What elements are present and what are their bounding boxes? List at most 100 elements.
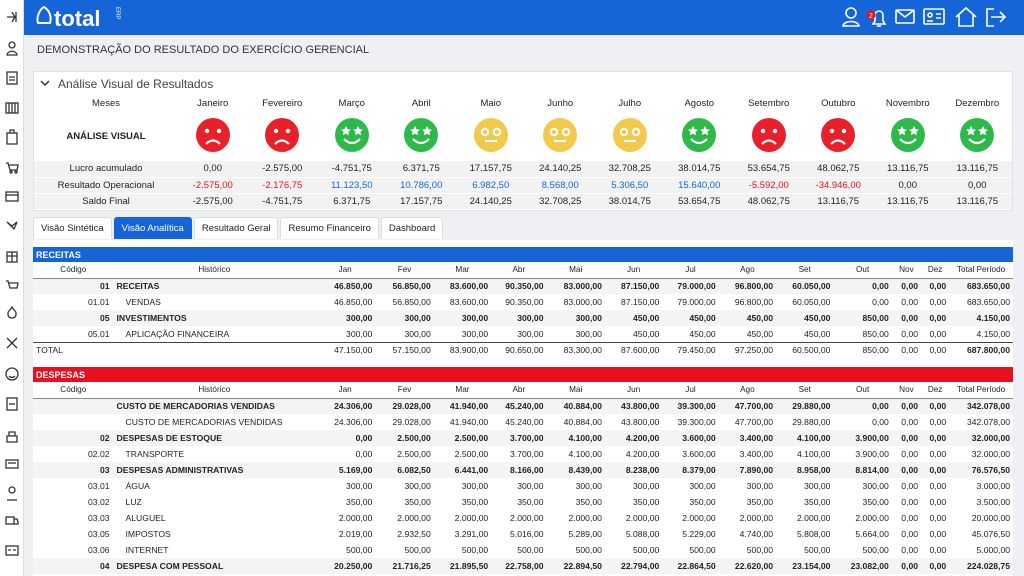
face-happy	[960, 117, 995, 152]
tab[interactable]: Resultado Geral	[193, 217, 279, 239]
amount: 0,00	[929, 417, 947, 427]
account-name: ÁGUA	[125, 481, 150, 491]
face-cell	[526, 111, 596, 161]
amount: 2.500,00	[397, 449, 431, 459]
tab[interactable]: Resumo Financeiro	[280, 217, 379, 239]
column-header: Jan	[314, 262, 376, 279]
amount: 500,00	[632, 545, 660, 555]
amount: 0,00	[901, 417, 919, 427]
face	[543, 117, 578, 152]
report-grid: RECEITAS Código Histórico Jan Fev Mar Abr Mai Ju…	[33, 240, 1013, 576]
row-value: 17.157,75	[456, 161, 526, 178]
tab[interactable]: Visão Sintética	[33, 217, 112, 239]
mouth	[898, 137, 917, 144]
column-header: Ago	[718, 262, 777, 279]
amount: 0,00	[929, 328, 947, 339]
amount: 5.000,00	[976, 545, 1010, 555]
row-value: 13.116,75	[803, 193, 873, 210]
face-sad	[751, 117, 786, 152]
sidebar-icons[interactable]	[5, 0, 19, 560]
column-header: Set	[776, 262, 834, 279]
amount: 0,00	[901, 297, 919, 307]
face-cell	[943, 111, 1013, 161]
total-amount: 60.500,00	[776, 341, 834, 358]
amount: 300,00	[314, 310, 376, 326]
code: 05	[33, 310, 114, 326]
account-row: 03.05 IMPOSTOS 2.019,00 2.932,50 3.291,00 5.0…	[33, 526, 1013, 542]
notification-badge	[866, 10, 876, 20]
amount: 0,00	[929, 449, 947, 459]
total-amount: 850,00	[833, 341, 892, 358]
amount: 83.600,00	[449, 297, 489, 307]
eye	[772, 128, 777, 133]
face	[890, 117, 925, 152]
account-name: ALUGUEL	[125, 513, 166, 523]
logo-icon	[36, 5, 52, 24]
face-cell	[178, 111, 248, 161]
amount: 46.850,00	[334, 297, 373, 307]
card-icon[interactable]	[923, 8, 945, 25]
amount: 4.200,00	[625, 449, 660, 459]
face-happy	[682, 117, 717, 152]
amount: 350,00	[575, 497, 602, 507]
row-value: -2.575,00	[247, 161, 317, 178]
amount: 0,00	[901, 513, 919, 523]
total-amount: 97.250,00	[718, 341, 777, 358]
face-sad	[195, 117, 230, 152]
account-row: 05.01 APLICAÇÃO FINANCEIRA 300,00 300,00 300…	[33, 326, 1013, 342]
row-value: 53.654,75	[734, 161, 804, 178]
page-title: DEMONSTRAÇÃO DO RESULTADO DO EXERCÍCIO G…	[37, 44, 370, 56]
amount: 39.300,00	[662, 398, 719, 414]
star-eye	[340, 125, 351, 135]
column-header: Mar	[433, 262, 492, 279]
amount: 45.240,00	[505, 417, 544, 427]
amount: 5.229,00	[682, 529, 716, 539]
amount: 300,00	[461, 328, 489, 339]
top-bar: total ERP 2	[24, 0, 1024, 35]
amount: 450,00	[604, 310, 663, 326]
logout-icon[interactable]	[986, 8, 1007, 27]
column-header: Código	[33, 382, 114, 399]
amount: 0,00	[901, 497, 919, 507]
amount: 96.800,00	[718, 278, 777, 294]
account-row: 01.01 VENDAS 46.850,00 56.850,00 83.600,00 90…	[33, 294, 1013, 310]
amount: 0,00	[901, 545, 919, 555]
mouth	[760, 138, 777, 145]
account-row: 03.02 LUZ 350,00 350,00 350,00 350,00 350,00 35…	[33, 494, 1013, 510]
home-icon[interactable]	[955, 6, 977, 27]
mail-icon[interactable]	[895, 9, 915, 24]
logo[interactable]: total	[54, 6, 100, 31]
amount: 60.050,00	[776, 278, 834, 294]
amount: 450,00	[804, 328, 831, 339]
amount: 4.200,00	[604, 430, 663, 446]
amount: 342.078,00	[966, 417, 1010, 427]
amount: 3.600,00	[682, 449, 716, 459]
amount: 3.291,00	[454, 529, 489, 539]
months-label: Meses	[92, 97, 120, 109]
amount: 0,00	[891, 278, 922, 294]
month: Fevereiro	[262, 97, 303, 109]
amount: 8.439,00	[546, 462, 605, 478]
code	[33, 398, 114, 414]
amount: 0,00	[314, 430, 376, 446]
amount: 350,00	[862, 497, 889, 507]
visual-row: ANÁLISE VISUAL	[34, 111, 1012, 161]
tab[interactable]: Dashboard	[380, 217, 444, 239]
column-header: Jun	[604, 382, 663, 399]
account-row: CUSTO DE MERCADORIAS VENDIDAS 24.306,00 29…	[33, 414, 1013, 430]
row-value: -2.575,00	[178, 177, 248, 194]
collapse-icon[interactable]	[40, 79, 50, 87]
amount: 2.000,00	[682, 513, 716, 523]
month: Junho	[547, 97, 574, 109]
amount: 83.600,00	[433, 278, 492, 294]
amount: 5.016,00	[510, 529, 544, 539]
tab[interactable]: Visão Analítica	[113, 217, 192, 239]
amount: 300,00	[461, 481, 489, 491]
user-icon[interactable]	[842, 7, 860, 27]
header-row: Código Histórico Jan Fev Mar Abr Mai Jun Jul Ago S…	[33, 262, 1013, 279]
star-eye	[410, 125, 421, 135]
month: Outubro	[821, 97, 856, 109]
column-header: Jan	[314, 382, 376, 399]
amount: 5.664,00	[855, 529, 889, 539]
amount: 350,00	[689, 497, 716, 507]
